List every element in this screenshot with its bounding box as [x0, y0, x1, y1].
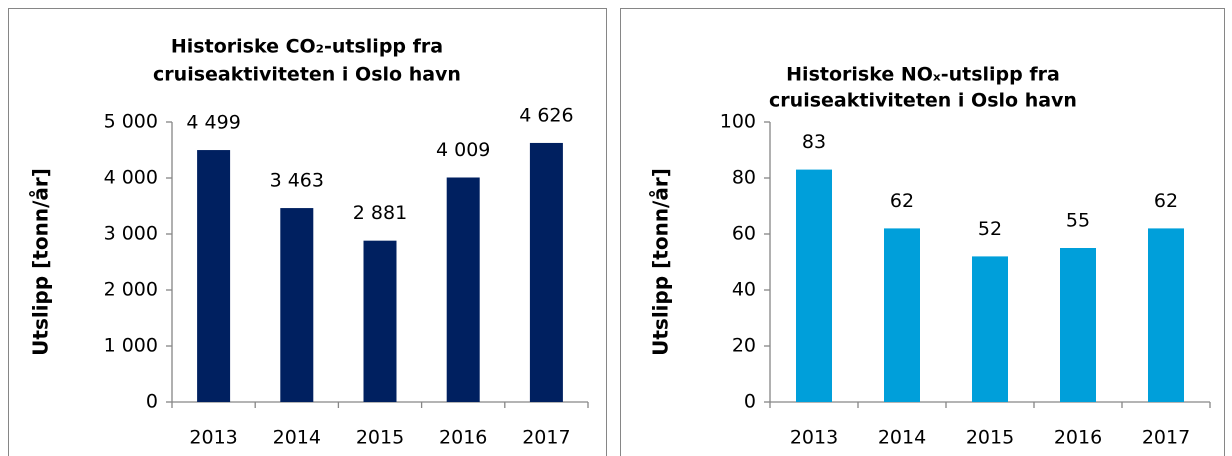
data-label: 55 — [1066, 210, 1090, 232]
bar — [796, 169, 832, 402]
data-label: 83 — [802, 131, 826, 153]
y-tick-label: 5 000 — [104, 111, 158, 133]
chart-title: Historiske NOₓ-utslipp fra — [786, 64, 1060, 86]
data-label: 4 009 — [436, 139, 490, 161]
data-label: 62 — [1154, 190, 1178, 212]
y-tick-label: 2 000 — [104, 279, 158, 301]
y-tick-label: 0 — [146, 391, 158, 413]
bar — [446, 177, 480, 402]
bar — [280, 208, 314, 402]
x-tick-label: 2013 — [189, 427, 237, 449]
x-tick-label: 2017 — [1142, 427, 1190, 449]
bar — [1060, 248, 1096, 402]
bar — [197, 150, 231, 402]
data-label: 2 881 — [353, 202, 407, 224]
x-tick-label: 2016 — [1054, 427, 1102, 449]
data-label: 4 499 — [186, 112, 240, 134]
data-label: 4 626 — [519, 104, 573, 126]
bar — [529, 142, 563, 402]
y-tick-label: 60 — [732, 223, 756, 245]
chart-title: cruiseaktiviteten i Oslo havn — [153, 64, 461, 86]
x-tick-label: 2016 — [439, 427, 487, 449]
x-tick-label: 2014 — [273, 427, 321, 449]
y-axis-label: Utslipp [tonn/år] — [29, 168, 53, 356]
chart-title: cruiseaktiviteten i Oslo havn — [769, 90, 1077, 112]
x-tick-label: 2017 — [522, 427, 570, 449]
panel-frame — [620, 8, 1225, 456]
y-axis-label: Utslipp [tonn/år] — [649, 168, 673, 356]
y-tick-label: 80 — [732, 167, 756, 189]
y-tick-label: 100 — [720, 111, 756, 133]
bar — [1148, 228, 1184, 402]
data-label: 52 — [978, 218, 1002, 240]
x-tick-label: 2014 — [878, 427, 926, 449]
y-tick-label: 20 — [732, 335, 756, 357]
y-tick-label: 3 000 — [104, 223, 158, 245]
y-tick-label: 4 000 — [104, 167, 158, 189]
x-tick-label: 2015 — [966, 427, 1014, 449]
data-label: 62 — [890, 190, 914, 212]
data-label: 3 463 — [270, 170, 324, 192]
chart-title: Historiske CO₂-utslipp fra — [171, 36, 443, 58]
bar — [972, 256, 1008, 402]
y-tick-label: 1 000 — [104, 335, 158, 357]
y-tick-label: 40 — [732, 279, 756, 301]
y-tick-label: 0 — [744, 391, 756, 413]
x-tick-label: 2015 — [356, 427, 404, 449]
x-tick-label: 2013 — [790, 427, 838, 449]
bar — [363, 240, 397, 402]
bar — [884, 228, 920, 402]
